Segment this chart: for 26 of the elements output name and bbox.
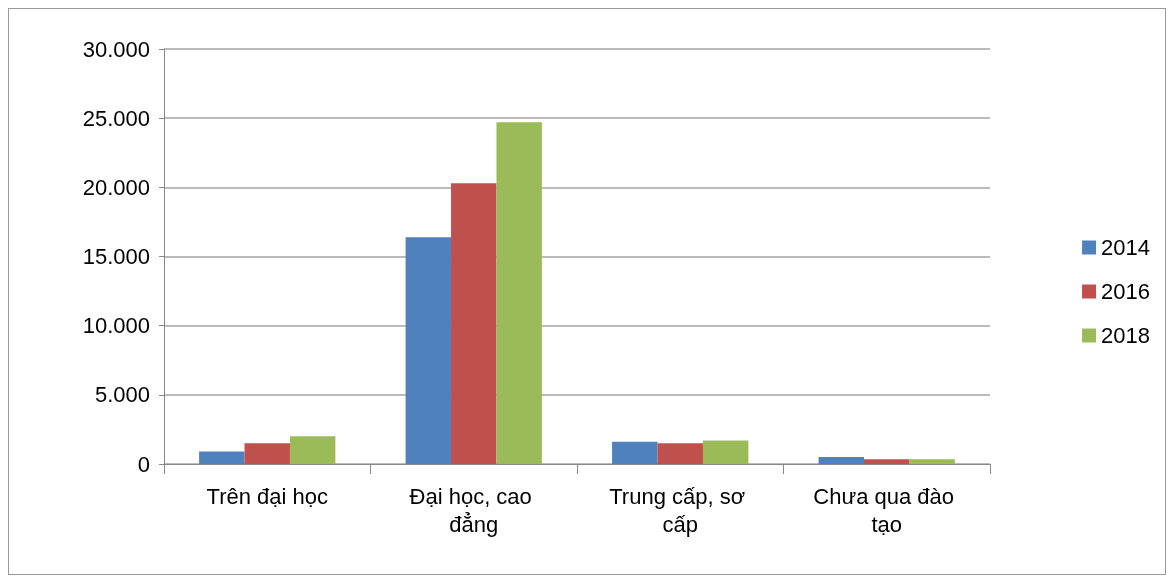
bar	[405, 237, 452, 464]
bar	[199, 451, 245, 464]
x-tick-label: Đại học, cao đẳng	[409, 483, 538, 537]
bar	[289, 436, 336, 464]
y-tick-label: 15.000	[82, 244, 150, 269]
bar	[909, 459, 955, 464]
bar	[702, 440, 749, 464]
bar	[657, 443, 703, 464]
bar	[451, 183, 497, 464]
x-tick-label: Chưa qua đào tạo	[813, 483, 961, 537]
legend-label: 2018	[1101, 323, 1151, 348]
y-tick-label: 10.000	[82, 313, 150, 339]
y-tick-label: 30.000	[82, 36, 150, 62]
y-tick-label: 5.000	[94, 382, 150, 408]
bar	[244, 443, 290, 464]
bar	[496, 122, 542, 464]
legend-label: 2016	[1101, 279, 1151, 304]
x-tick-label: Trên đại học	[206, 483, 328, 509]
bar	[864, 459, 910, 464]
x-tick-label: Trung cấp, sơ cấp	[609, 483, 752, 537]
bar	[818, 457, 865, 464]
y-tick-label: 25.000	[82, 105, 150, 131]
bar	[612, 441, 658, 464]
y-tick-label: 20.000	[82, 174, 150, 200]
legend-label: 2014	[1101, 235, 1151, 260]
y-tick-label: 0	[137, 451, 150, 477]
